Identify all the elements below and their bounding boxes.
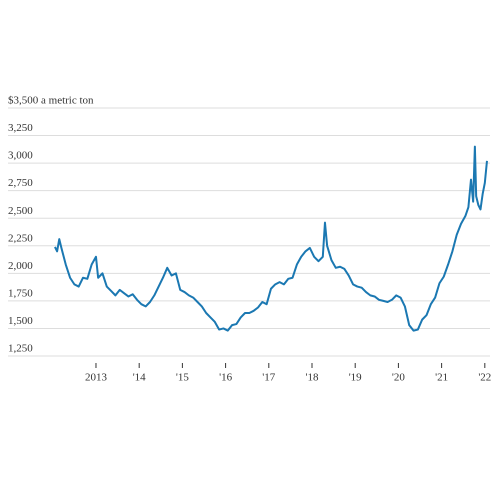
y-tick-label: 1,250 [8,343,33,355]
y-tick-label: $3,500 a metric ton [8,95,94,107]
x-tick-label: '17 [262,372,275,384]
y-tick-label: 1,500 [8,315,33,327]
y-tick-label: 2,500 [8,205,33,217]
y-tick-label: 2,250 [8,232,33,244]
x-tick-label: '16 [219,372,232,384]
x-tick-label: '22 [478,372,491,384]
y-tick-label: 2,750 [8,177,33,189]
y-tick-label: 1,750 [8,287,33,299]
x-tick-label: '21 [435,372,448,384]
y-tick-label: 3,250 [8,122,33,134]
x-tick-label: '15 [176,372,189,384]
x-tick-label: 2013 [85,372,108,384]
x-tick-label: '19 [349,372,362,384]
y-tick-label: 2,000 [8,260,33,272]
line [54,145,488,332]
x-tick-label: '14 [133,372,146,384]
x-tick-label: '20 [392,372,405,384]
y-tick-label: 3,000 [8,150,33,162]
x-tick-label: '18 [306,372,319,384]
